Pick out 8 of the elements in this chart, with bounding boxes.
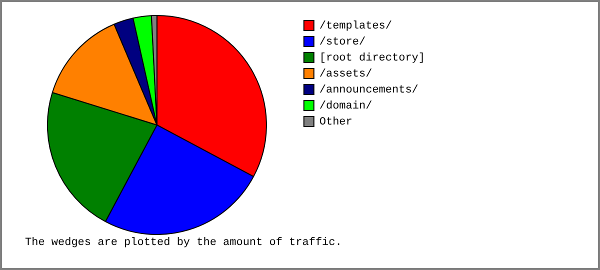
legend-label: Other [319,116,352,128]
legend-label: /announcements/ [319,84,418,96]
legend-label: /assets/ [319,68,372,80]
legend-label: /domain/ [319,100,372,112]
text: The wedges are plotted by the amount of traffic. [25,237,342,249]
legend-label: /store/ [319,36,366,48]
legend-label: [root directory] [319,52,426,64]
legend-label: /templates/ [319,20,392,32]
